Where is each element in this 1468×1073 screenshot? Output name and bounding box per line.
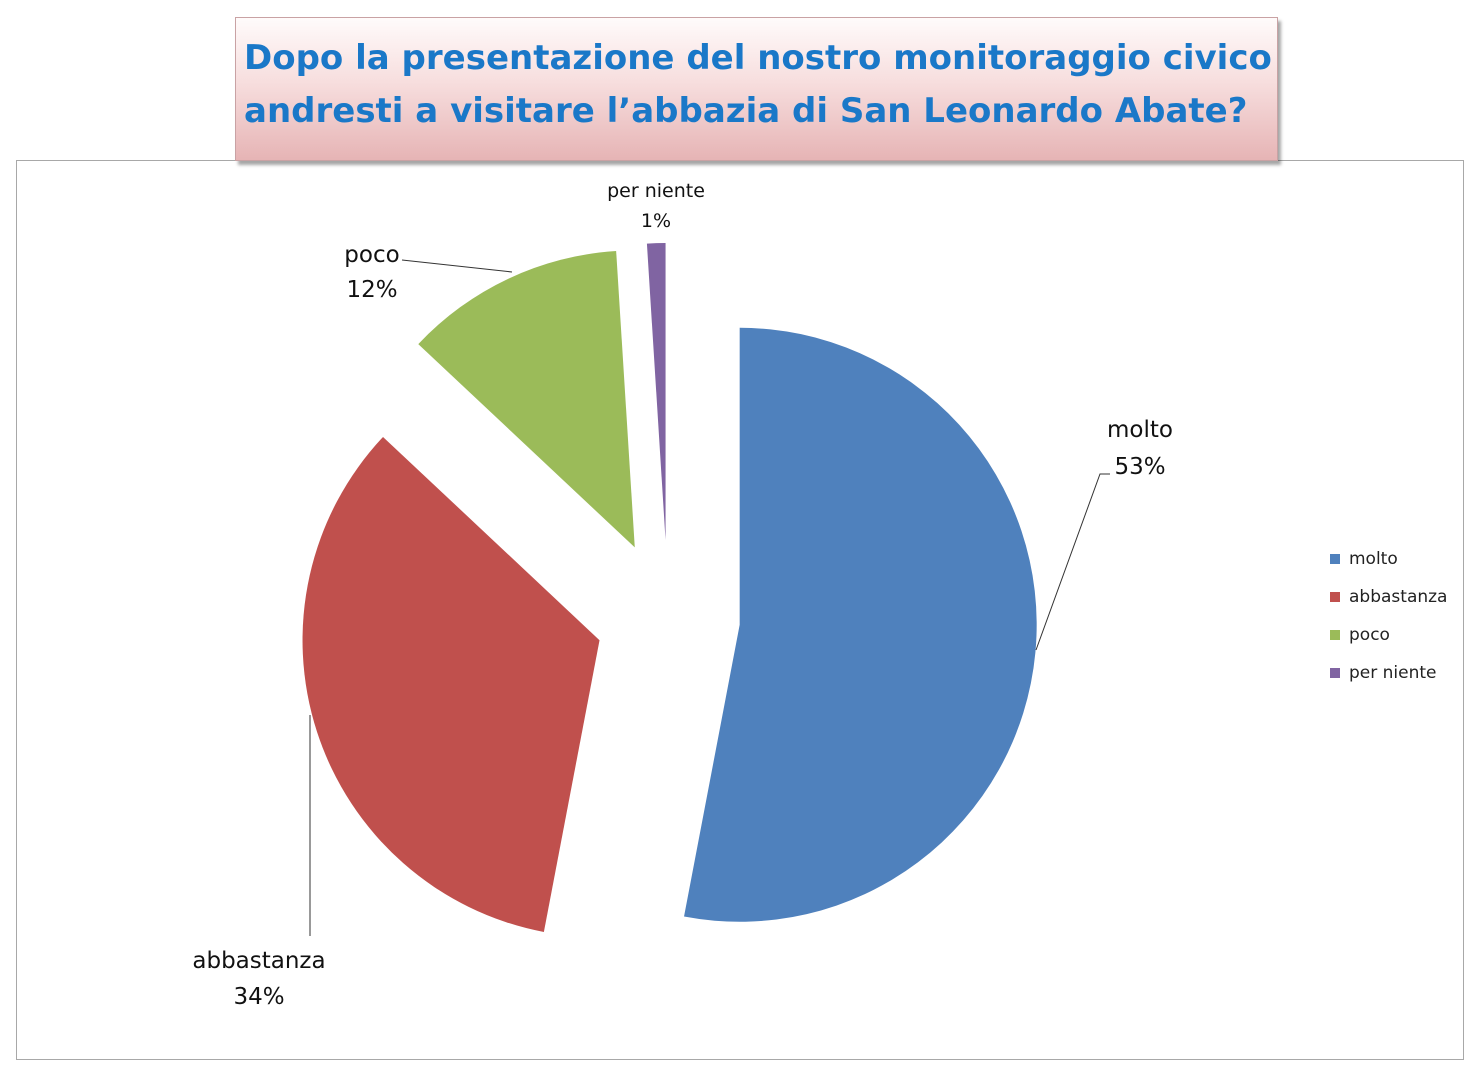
legend-label: abbastanza xyxy=(1349,587,1448,607)
pie-slice-abbastanza xyxy=(302,436,600,932)
leader-line-molto xyxy=(1035,473,1110,651)
legend-label: per niente xyxy=(1349,663,1437,683)
data-label-category: molto xyxy=(1107,417,1173,443)
data-label-category: abbastanza xyxy=(192,948,325,974)
chart-title-line-1: Dopo la presentazione del nostro monitor… xyxy=(244,38,1272,78)
legend-label: poco xyxy=(1349,625,1390,645)
data-label-percent: 53% xyxy=(1114,454,1165,480)
legend-item-molto: molto xyxy=(1330,540,1447,578)
pie-slices xyxy=(302,243,1037,932)
data-label-category: poco xyxy=(344,242,399,268)
pie-slice-molto xyxy=(684,327,1037,922)
legend-swatch xyxy=(1330,630,1340,640)
legend-item-poco: poco xyxy=(1330,616,1447,654)
legend-swatch xyxy=(1330,592,1340,602)
legend: molto abbastanza poco per niente xyxy=(1330,540,1447,692)
legend-item-abbastanza: abbastanza xyxy=(1330,578,1447,616)
legend-swatch xyxy=(1330,668,1340,678)
leader-line-poco xyxy=(401,259,513,273)
data-label-percent: 12% xyxy=(346,277,397,303)
legend-swatch xyxy=(1330,554,1340,564)
legend-label: molto xyxy=(1349,549,1398,569)
legend-item-per-niente: per niente xyxy=(1330,654,1447,692)
data-labels: molto 53% abbastanza 34% poco 12% per niente 1% xyxy=(192,180,1173,1010)
data-label-category: per niente xyxy=(607,180,705,202)
chart-title-box: Dopo la presentazione del nostro monitor… xyxy=(235,17,1278,161)
leader-lines xyxy=(309,259,1110,936)
pie-slice-per-niente xyxy=(646,243,666,541)
chart-title-line-2: andresti a visitare l’abbazia di San Leo… xyxy=(244,91,1248,131)
pie-slice-poco xyxy=(418,251,635,548)
data-label-percent: 1% xyxy=(641,210,671,232)
chart-title: Dopo la presentazione del nostro monitor… xyxy=(244,32,1272,138)
data-label-percent: 34% xyxy=(233,984,284,1010)
